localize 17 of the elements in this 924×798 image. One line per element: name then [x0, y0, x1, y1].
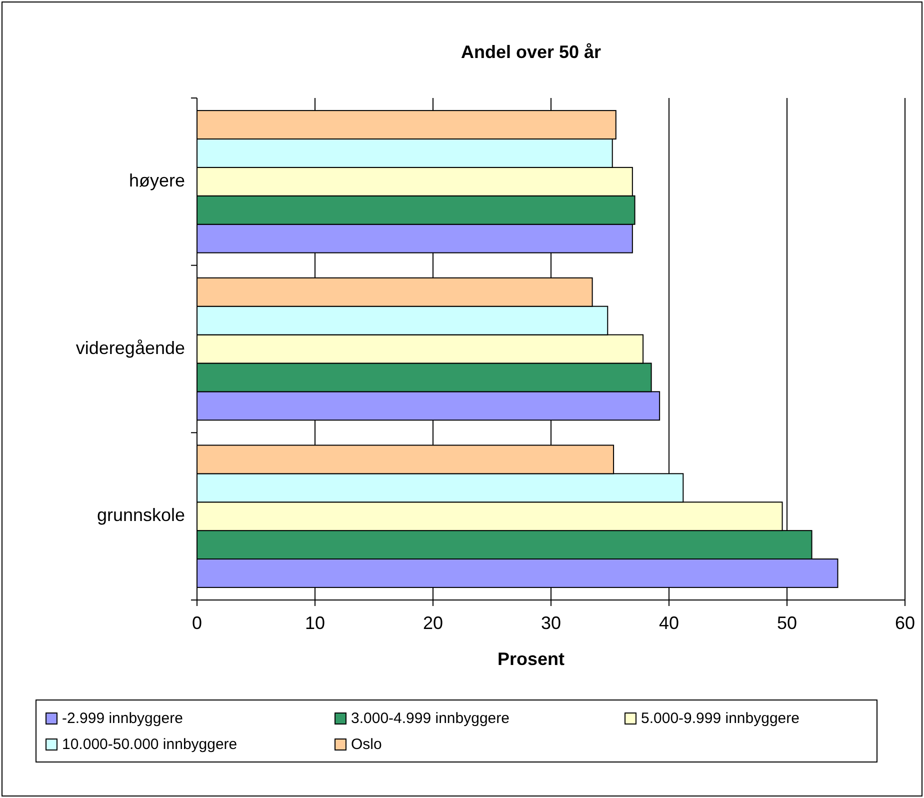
chart-title: Andel over 50 år — [460, 42, 602, 62]
x-tick-label: 40 — [658, 612, 680, 633]
y-tick-label: grunnskole — [96, 505, 185, 526]
y-tick-label: videregående — [76, 338, 185, 358]
x-tick-label: 0 — [192, 612, 202, 633]
x-tick-label: 10 — [304, 612, 326, 633]
x-tick-label: 60 — [894, 612, 916, 633]
legend-label: -2.999 innbyggere — [62, 710, 183, 727]
legend-label: 3.000-4.999 innbyggere — [351, 710, 510, 727]
y-tick-label: høyere — [128, 170, 185, 190]
legend-label: 10.000-50.000 innbyggere — [62, 736, 238, 753]
legend-label: Oslo — [351, 736, 382, 753]
x-tick-label: 20 — [422, 612, 444, 633]
x-axis-title: Prosent — [497, 649, 565, 669]
legend-label: 5.000-9.999 innbyggere — [641, 710, 800, 727]
x-tick-label: 50 — [776, 612, 798, 633]
x-tick-label: 30 — [540, 612, 562, 633]
